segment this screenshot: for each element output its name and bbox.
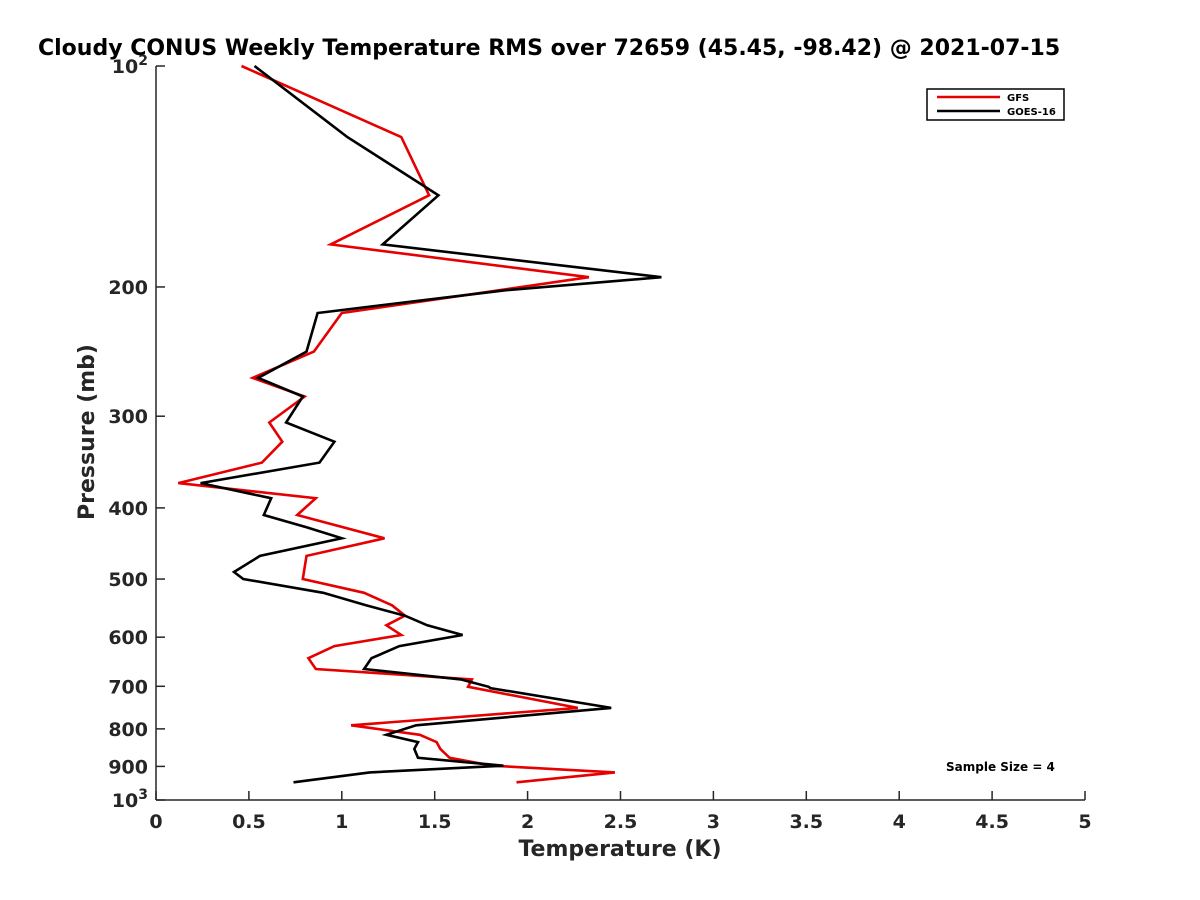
y-tick-label: 103: [112, 787, 148, 812]
x-tick-label: 0: [149, 811, 162, 833]
axes: 0 0.5 1 1.5 2 2.5 3 3.5 4 4.5 5 102 200 300 400 500 600 7…: [108, 53, 1091, 833]
x-tick-label: 3.5: [789, 811, 823, 833]
x-tick-label: 2: [521, 811, 534, 833]
x-tick-label: 4.5: [975, 811, 1009, 833]
x-tick-label: 1.5: [418, 811, 452, 833]
y-tick-label: 400: [108, 498, 148, 520]
sample-size-annotation: Sample Size = 4: [946, 760, 1055, 774]
y-tick-label: 900: [108, 756, 148, 778]
x-tick-label: 1: [335, 811, 348, 833]
x-tick-label: 2.5: [604, 811, 638, 833]
x-axis-label: Temperature (K): [518, 837, 721, 862]
plot-area: [177, 64, 662, 784]
x-tick-label: 5: [1078, 811, 1091, 833]
x-tick-label: 3: [707, 811, 720, 833]
series-line-gfs: [177, 64, 616, 784]
legend: GFS GOES-16: [926, 88, 1065, 121]
legend-entry-goes-16: GOES-16: [1007, 107, 1056, 118]
y-tick-label: 500: [108, 569, 148, 591]
y-tick-label: 200: [108, 277, 148, 299]
legend-entry-gfs: GFS: [1007, 93, 1029, 104]
y-tick-label: 600: [108, 627, 148, 649]
x-tick-label: 0.5: [232, 811, 266, 833]
y-axis-label: Pressure (mb): [75, 344, 100, 520]
chart-title: Cloudy CONUS Weekly Temperature RMS over…: [38, 36, 1060, 61]
x-tick-label: 4: [893, 811, 906, 833]
y-tick-label: 700: [108, 676, 148, 698]
y-tick-label: 102: [112, 53, 148, 78]
y-tick-label: 300: [108, 406, 148, 428]
series-line-goes-16: [200, 64, 662, 784]
y-tick-label: 800: [108, 719, 148, 741]
legend-box: [926, 88, 1065, 121]
